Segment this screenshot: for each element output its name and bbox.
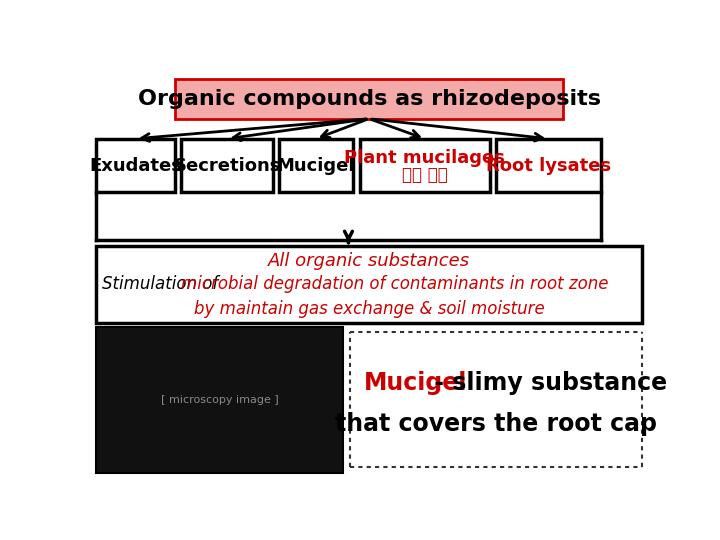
Text: Mucigel: Mucigel <box>276 157 355 174</box>
Text: All organic substances: All organic substances <box>268 252 470 270</box>
Text: Mucigel: Mucigel <box>364 371 467 395</box>
Text: Secretions: Secretions <box>174 157 281 174</box>
Text: microbial degradation of contaminants in root zone: microbial degradation of contaminants in… <box>181 275 609 293</box>
FancyBboxPatch shape <box>181 139 273 192</box>
FancyBboxPatch shape <box>96 246 642 323</box>
Text: Exudates: Exudates <box>89 157 182 174</box>
Text: - slimy substance: - slimy substance <box>426 371 667 395</box>
Text: 식물 점액: 식물 점액 <box>402 166 448 184</box>
FancyBboxPatch shape <box>496 139 600 192</box>
FancyBboxPatch shape <box>175 79 563 119</box>
FancyBboxPatch shape <box>279 139 353 192</box>
Text: by maintain gas exchange & soil moisture: by maintain gas exchange & soil moisture <box>194 300 544 318</box>
FancyBboxPatch shape <box>360 139 490 192</box>
Text: Organic compounds as rhizodeposits: Organic compounds as rhizodeposits <box>138 89 600 109</box>
Text: Plant mucilages: Plant mucilages <box>344 149 505 167</box>
Text: Root lysates: Root lysates <box>486 157 611 174</box>
Text: that covers the root cap: that covers the root cap <box>335 411 657 436</box>
FancyBboxPatch shape <box>96 139 175 192</box>
FancyBboxPatch shape <box>96 327 343 473</box>
Text: Stimulation of: Stimulation of <box>102 275 224 293</box>
Text: [ microscopy image ]: [ microscopy image ] <box>161 395 279 405</box>
